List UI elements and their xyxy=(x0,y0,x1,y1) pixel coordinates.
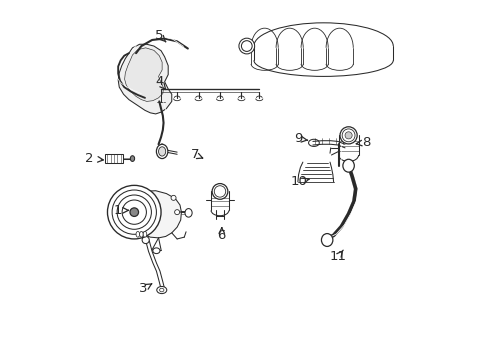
Polygon shape xyxy=(138,191,181,238)
Text: 1: 1 xyxy=(114,204,122,217)
Ellipse shape xyxy=(107,185,161,239)
Ellipse shape xyxy=(212,184,228,199)
Ellipse shape xyxy=(214,186,226,197)
Text: 8: 8 xyxy=(362,136,370,149)
Ellipse shape xyxy=(174,210,180,215)
Ellipse shape xyxy=(160,288,164,292)
Ellipse shape xyxy=(321,234,333,247)
Ellipse shape xyxy=(136,231,140,237)
Text: 7: 7 xyxy=(191,148,199,162)
Ellipse shape xyxy=(122,200,147,224)
Text: 6: 6 xyxy=(218,229,226,242)
Ellipse shape xyxy=(343,159,354,172)
Ellipse shape xyxy=(153,248,160,253)
Text: 5: 5 xyxy=(155,29,164,42)
Text: 10: 10 xyxy=(290,175,307,188)
Ellipse shape xyxy=(171,195,176,201)
Text: 9: 9 xyxy=(294,132,303,145)
Ellipse shape xyxy=(112,190,156,234)
Ellipse shape xyxy=(342,129,355,142)
Polygon shape xyxy=(118,44,172,114)
Ellipse shape xyxy=(117,195,151,229)
Ellipse shape xyxy=(143,231,147,237)
Text: 4: 4 xyxy=(155,75,164,88)
Ellipse shape xyxy=(156,144,168,158)
Ellipse shape xyxy=(242,41,252,51)
Text: 3: 3 xyxy=(139,283,147,296)
Polygon shape xyxy=(124,48,164,102)
Ellipse shape xyxy=(157,287,167,294)
Text: 2: 2 xyxy=(85,152,94,165)
Ellipse shape xyxy=(185,208,192,217)
Ellipse shape xyxy=(340,127,357,144)
Ellipse shape xyxy=(130,156,135,161)
Text: 11: 11 xyxy=(329,250,346,263)
Ellipse shape xyxy=(140,231,143,237)
Ellipse shape xyxy=(130,208,139,216)
Ellipse shape xyxy=(239,38,255,54)
Polygon shape xyxy=(105,154,123,163)
Ellipse shape xyxy=(159,147,166,156)
Ellipse shape xyxy=(345,132,352,139)
Ellipse shape xyxy=(142,237,149,244)
